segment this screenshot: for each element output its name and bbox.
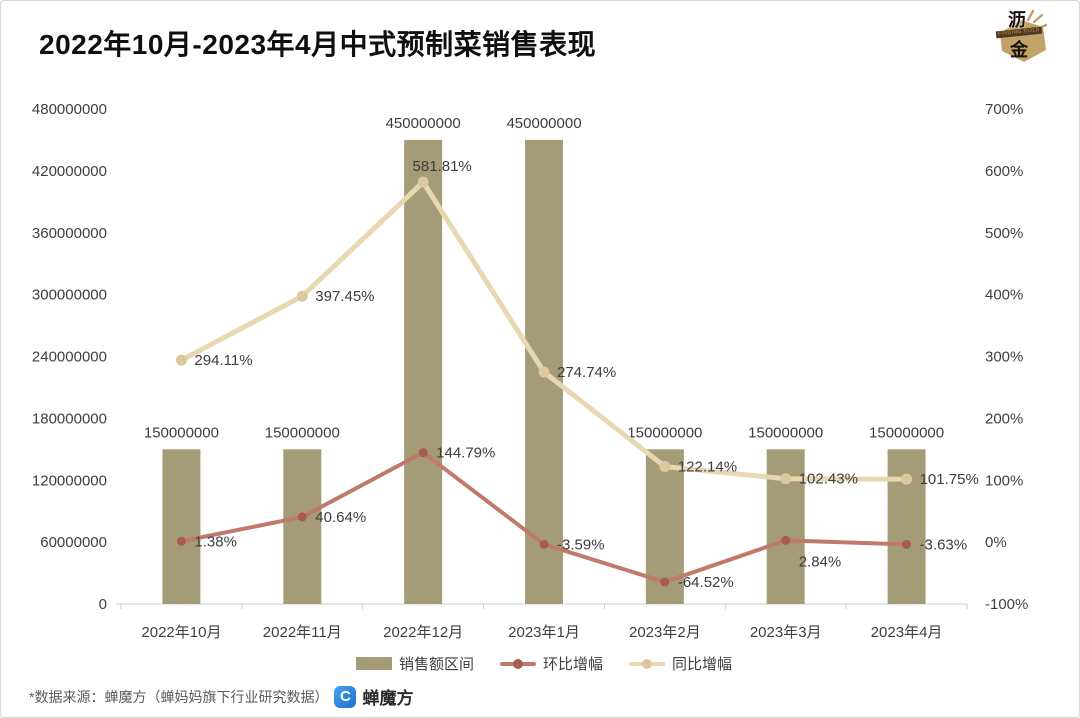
svg-text:102.43%: 102.43% <box>799 471 858 488</box>
svg-text:144.79%: 144.79% <box>436 445 495 462</box>
data-source-footer: *数据来源：蝉魔方（蝉妈妈旗下行业研究数据） C 蝉魔方 <box>29 684 413 709</box>
yoy-line-swatch-icon <box>629 657 665 671</box>
legend-label-yoy: 同比增幅 <box>672 656 733 673</box>
svg-text:240000000: 240000000 <box>32 349 107 366</box>
svg-text:-64.52%: -64.52% <box>678 574 734 591</box>
legend-item-yoy: 同比增幅 <box>629 653 732 674</box>
svg-text:122.14%: 122.14% <box>678 459 737 476</box>
svg-text:700%: 700% <box>985 101 1023 118</box>
chanmofang-brand-name: 蝉魔方 <box>362 689 414 708</box>
legend-item-mom: 环比增幅 <box>499 653 603 674</box>
legend-label-sales: 销售额区间 <box>398 656 474 673</box>
svg-text:420000000: 420000000 <box>32 163 107 180</box>
svg-text:200%: 200% <box>985 410 1023 427</box>
svg-text:150000000: 150000000 <box>869 424 944 441</box>
svg-text:500%: 500% <box>985 225 1023 242</box>
svg-text:-100%: -100% <box>985 596 1028 613</box>
sales-chart-canvas: 0 60000000 120000000 180000000 240000000 3000… <box>32 101 1028 641</box>
svg-text:-3.63%: -3.63% <box>920 536 968 553</box>
svg-text:450000000: 450000000 <box>506 115 581 132</box>
svg-text:100%: 100% <box>985 472 1023 489</box>
svg-text:180000000: 180000000 <box>32 410 107 427</box>
svg-text:40.64%: 40.64% <box>315 509 366 526</box>
svg-text:150000000: 150000000 <box>265 424 340 441</box>
svg-text:397.45%: 397.45% <box>315 288 374 305</box>
svg-text:120000000: 120000000 <box>32 472 107 489</box>
svg-text:581.81%: 581.81% <box>413 158 472 175</box>
svg-text:2023年2月: 2023年2月 <box>629 624 701 641</box>
svg-text:150000000: 150000000 <box>627 424 702 441</box>
svg-text:2022年12月: 2022年12月 <box>383 624 463 641</box>
svg-text:294.11%: 294.11% <box>194 352 252 369</box>
svg-text:400%: 400% <box>985 287 1023 304</box>
svg-text:2023年3月: 2023年3月 <box>750 624 822 641</box>
chart-legend: 销售额区间 环比增幅 同比增幅 <box>121 653 967 674</box>
svg-text:2023年4月: 2023年4月 <box>871 624 943 641</box>
svg-text:2022年11月: 2022年11月 <box>263 624 342 641</box>
mom-line-swatch-icon <box>499 657 536 671</box>
svg-text:480000000: 480000000 <box>32 101 107 118</box>
svg-text:60000000: 60000000 <box>40 534 107 551</box>
svg-text:360000000: 360000000 <box>32 225 107 242</box>
svg-text:101.75%: 101.75% <box>920 471 979 488</box>
svg-text:2023年1月: 2023年1月 <box>508 624 580 641</box>
svg-text:150000000: 150000000 <box>144 424 219 441</box>
svg-text:300000000: 300000000 <box>32 287 107 304</box>
legend-item-sales: 销售额区间 <box>355 653 474 674</box>
chanmofang-logo-icon: C <box>334 685 357 708</box>
svg-text:2.84%: 2.84% <box>799 553 842 570</box>
lijin-logo: 沥 FINDING GOLD 金 <box>987 5 1053 69</box>
svg-text:0%: 0% <box>985 534 1007 551</box>
data-source-text: *数据来源：蝉魔方（蝉妈妈旗下行业研究数据） <box>29 688 329 705</box>
svg-text:274.74%: 274.74% <box>557 364 616 381</box>
svg-text:1.38%: 1.38% <box>194 533 237 550</box>
svg-text:300%: 300% <box>985 349 1023 366</box>
svg-text:600%: 600% <box>985 163 1023 180</box>
legend-label-mom: 环比增幅 <box>542 656 603 673</box>
svg-text:0: 0 <box>99 596 107 613</box>
lijin-char-top: 沥 <box>1008 10 1026 30</box>
svg-text:450000000: 450000000 <box>386 115 461 132</box>
page-title: 2022年10月-2023年4月中式预制菜销售表现 <box>39 29 597 60</box>
svg-text:150000000: 150000000 <box>748 424 823 441</box>
svg-text:2022年10月: 2022年10月 <box>141 624 221 641</box>
svg-text:-3.59%: -3.59% <box>557 536 605 553</box>
bar-swatch-icon <box>355 657 392 670</box>
lijin-char-bottom: 金 <box>1010 40 1028 60</box>
